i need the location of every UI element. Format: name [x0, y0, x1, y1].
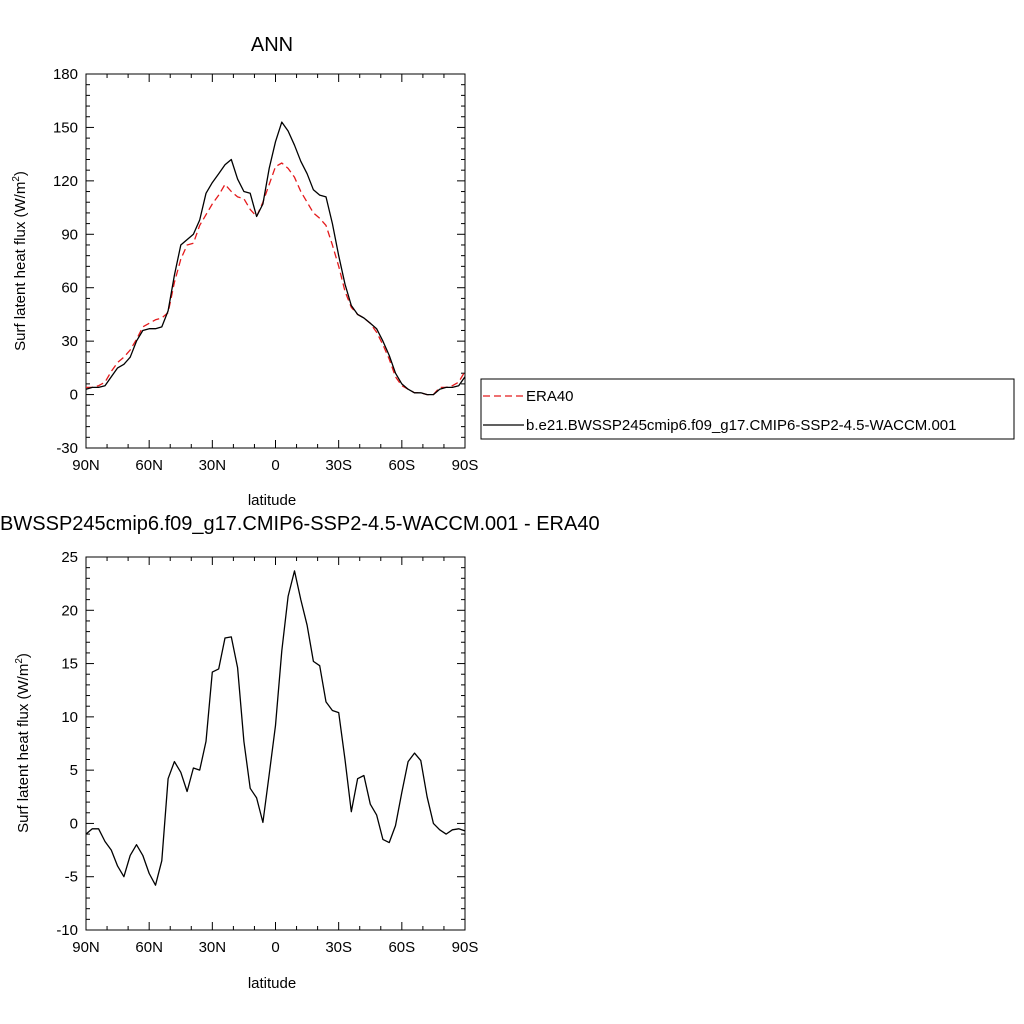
y-tick-label: -10	[56, 922, 78, 939]
y-tick-label: 120	[53, 173, 78, 190]
legend-label-model: b.e21.BWSSP245cmip6.f09_g17.CMIP6-SSP2-4…	[526, 417, 956, 434]
x-tick-label: 30N	[199, 457, 227, 474]
bottom-axis-ticks: 90N 60N 30N 0 30S 60S 90S -10 -5 0 5 10 15 20 25	[56, 549, 478, 956]
bottom-chart-title: b.e21.BWSSP245cmip6.f09_g17.CMIP6-SSP2-4…	[0, 513, 600, 535]
difference-series-line	[85, 570, 466, 886]
y-tick-label: 180	[53, 66, 78, 83]
bottom-x-axis-label: latitude	[248, 975, 296, 992]
y-tick-label: 25	[61, 549, 78, 566]
x-tick-label: 0	[271, 939, 279, 956]
y-tick-label: 5	[70, 762, 78, 779]
legend-label-era40: ERA40	[526, 388, 574, 405]
x-tick-label: 90S	[452, 457, 479, 474]
legend: ERA40 b.e21.BWSSP245cmip6.f09_g17.CMIP6-…	[480, 378, 1015, 440]
y-tick-label: 30	[61, 333, 78, 350]
y-tick-label: 150	[53, 119, 78, 136]
legend-box	[480, 378, 1015, 440]
y-tick-label: -30	[56, 440, 78, 457]
y-tick-label: 0	[70, 387, 78, 404]
x-tick-label: 90N	[72, 457, 100, 474]
x-tick-label: 30N	[199, 939, 227, 956]
top-plot-frame	[85, 73, 466, 449]
bottom-series-lines	[85, 570, 466, 886]
x-tick-label: 60N	[135, 457, 163, 474]
x-tick-label: 60S	[388, 939, 415, 956]
top-axis-ticks: 90N 60N 30N 0 30S 60S 90S -30 0 30 60 90 120 150 180	[53, 66, 478, 474]
bottom-y-axis-label: Surf latent heat flux (W/m2)	[14, 653, 32, 833]
y-tick-label: 15	[61, 656, 78, 673]
x-tick-label: 30S	[325, 457, 352, 474]
era40-series-line	[86, 162, 466, 396]
x-tick-label: 90N	[72, 939, 100, 956]
y-tick-label: 20	[61, 602, 78, 619]
y-tick-label: 90	[61, 226, 78, 243]
x-tick-label: 90S	[452, 939, 479, 956]
bottom-plot-frame	[85, 556, 466, 931]
x-tick-label: 0	[271, 457, 279, 474]
y-tick-label: 10	[61, 709, 78, 726]
x-tick-label: 60N	[135, 939, 163, 956]
top-chart-title: ANN	[251, 34, 293, 56]
top-x-axis-label: latitude	[248, 492, 296, 509]
bottom-chart: b.e21.BWSSP245cmip6.f09_g17.CMIP6-SSP2-4…	[0, 513, 600, 992]
top-chart: ANN 90N 60N 30N 0 30S 60S 90S -30 0 30 60 90 120 150 1…	[11, 34, 478, 509]
x-tick-label: 60S	[388, 457, 415, 474]
y-tick-label: -5	[65, 869, 78, 886]
top-series-lines	[85, 121, 466, 396]
top-y-axis-label: Surf latent heat flux (W/m2)	[11, 171, 29, 351]
y-tick-label: 0	[70, 815, 78, 832]
y-tick-label: 60	[61, 280, 78, 297]
model-series-line	[85, 121, 466, 396]
x-tick-label: 30S	[325, 939, 352, 956]
